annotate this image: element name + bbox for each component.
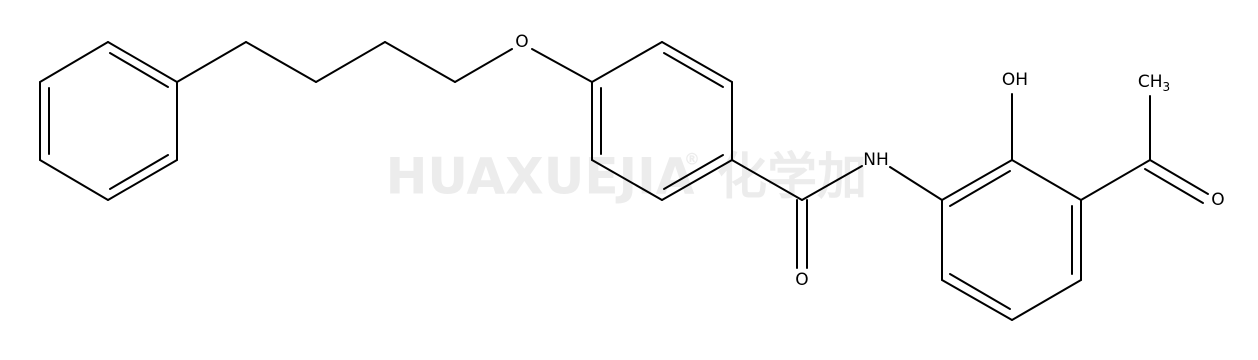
atom-label: O <box>515 32 528 52</box>
atom-label: OH <box>1002 70 1028 90</box>
atom-label: O <box>795 270 808 290</box>
bonds <box>39 41 1209 321</box>
methyl-main: CH <box>1138 72 1163 92</box>
atom-label: CH3 <box>1138 72 1170 94</box>
watermark: HUAXUEJIA ® 化学加 <box>386 148 867 206</box>
watermark-mark: ® <box>684 150 700 169</box>
atom-label: NH <box>863 150 889 170</box>
watermark-latin: HUAXUEJIA <box>386 148 695 206</box>
atom-label: O <box>1211 190 1224 210</box>
methyl-subscript: 3 <box>1163 80 1171 94</box>
